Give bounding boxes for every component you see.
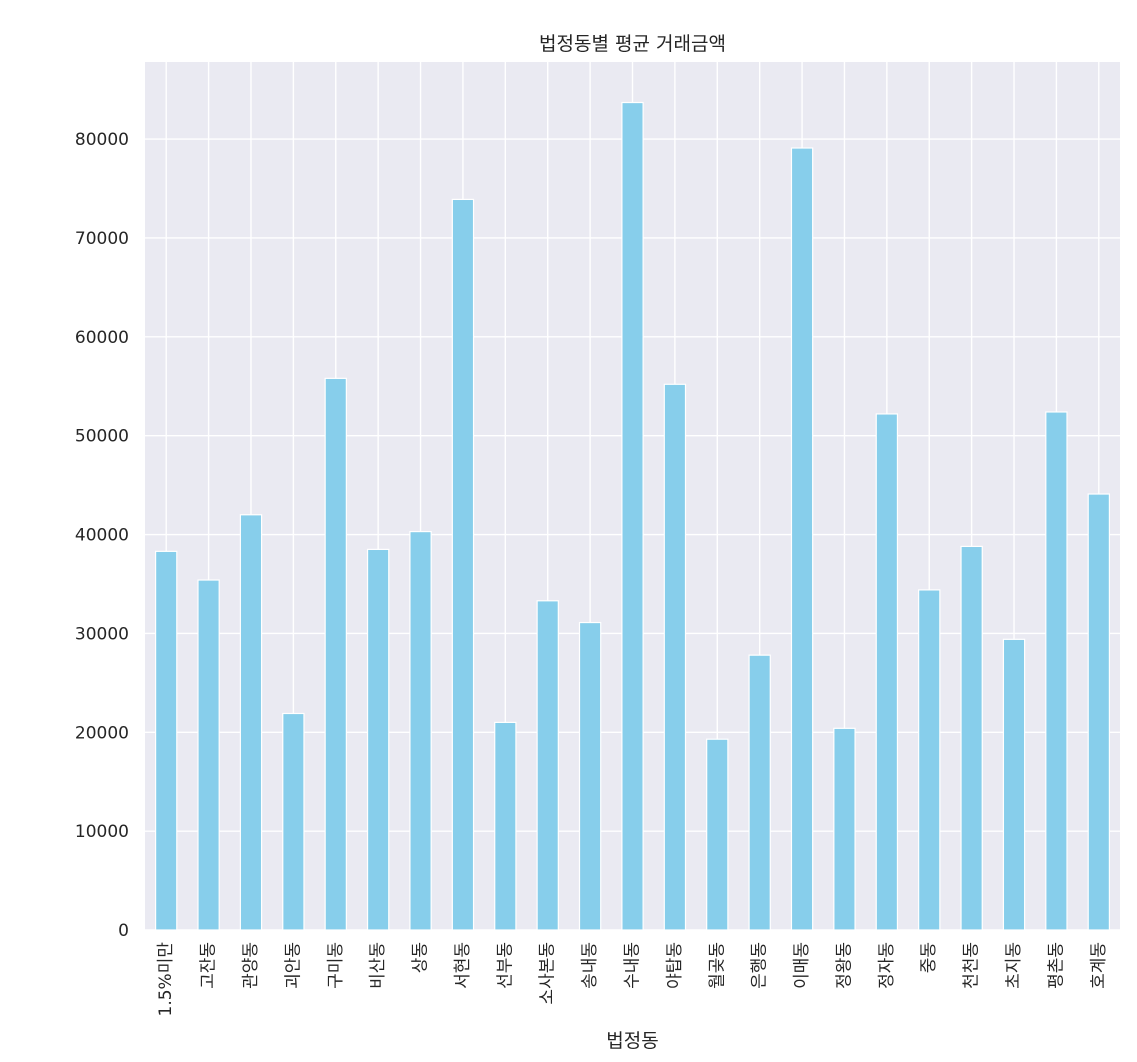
bar-19	[960, 545, 983, 931]
x-tick-label: 비산동	[368, 942, 388, 989]
x-tick-label: 천천동	[962, 942, 982, 989]
bar-1	[197, 579, 220, 931]
bar-10	[578, 621, 602, 931]
bar-20	[1002, 638, 1026, 931]
bar-layer	[154, 101, 1111, 931]
chart-title: 법정동별 평균 거래금액	[539, 33, 726, 55]
x-axis-label: 법정동	[606, 1030, 658, 1052]
x-tick-label: 야탑동	[665, 942, 685, 989]
bar-22	[1087, 493, 1111, 931]
x-tick-label: 이매동	[792, 942, 812, 989]
y-tick-label: 80000	[75, 130, 129, 150]
y-tick-label: 0	[118, 921, 129, 941]
bar-2	[239, 514, 263, 931]
x-tick-label: 고잔동	[199, 942, 219, 989]
x-tick-label: 정자동	[877, 942, 897, 989]
y-tick-label: 10000	[75, 822, 129, 842]
y-tick-label: 20000	[75, 723, 129, 743]
x-tick-label: 서현동	[453, 942, 473, 989]
y-tick-label: 30000	[75, 624, 129, 644]
bar-5	[366, 548, 390, 931]
x-tick-label: 평촌동	[1046, 942, 1066, 989]
bar-18	[918, 589, 941, 931]
y-axis-ticks: 0 10000 20000 30000 40000 50000 60000 70000 8000…	[75, 130, 129, 941]
bar-3	[282, 712, 305, 931]
x-tick-label: 선부동	[495, 942, 515, 989]
bar-12	[663, 383, 687, 931]
bar-11	[621, 101, 644, 931]
x-tick-label: 구미동	[326, 942, 346, 989]
x-tick-label: 호계동	[1089, 942, 1109, 989]
x-tick-label: 월곶동	[707, 942, 727, 989]
y-tick-label: 70000	[75, 229, 129, 249]
bar-17	[875, 413, 899, 931]
bar-13	[706, 738, 729, 931]
bar-4	[324, 377, 347, 931]
x-tick-label: 관양동	[241, 942, 261, 989]
bar-6	[409, 530, 432, 931]
bar-15	[790, 147, 814, 931]
x-tick-label: 괴안동	[283, 942, 303, 989]
x-tick-label: 송내동	[580, 942, 600, 989]
bar-7	[451, 198, 475, 931]
x-tick-label: 상동	[411, 942, 431, 973]
bar-8	[494, 721, 517, 931]
x-tick-label: 초지동	[1004, 942, 1024, 989]
bar-9	[536, 600, 559, 931]
x-tick-label: 은행동	[750, 942, 770, 989]
x-tick-label: 1.5%미만	[156, 942, 176, 1017]
bar-14	[748, 654, 771, 931]
bar-0	[154, 550, 178, 931]
y-tick-label: 60000	[75, 328, 129, 348]
bar-21	[1045, 411, 1068, 931]
x-axis-ticks: 1.5%미만 고잔동 관양동 괴안동 구미동 비산동 상동 서현동 선부동 소사본동 송내동 수내동 야…	[156, 942, 1109, 1017]
x-tick-label: 정왕동	[834, 942, 854, 989]
y-tick-label: 40000	[75, 526, 129, 546]
x-tick-label: 수내동	[623, 942, 643, 989]
bar-16	[833, 727, 856, 931]
y-tick-label: 50000	[75, 427, 129, 447]
x-tick-label: 소사본동	[538, 942, 558, 1005]
x-tick-label: 중동	[919, 942, 939, 973]
